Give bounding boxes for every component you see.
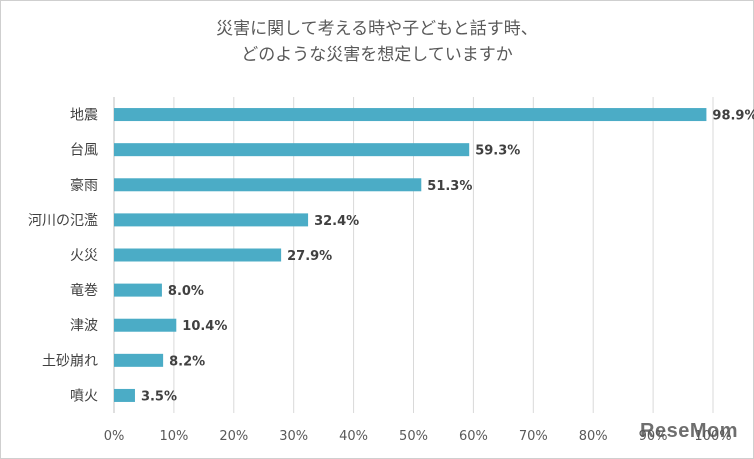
value-label: 10.4% — [182, 319, 227, 334]
value-labels: 98.9% 59.3% 51.3% 32.4% 27.9% 8.0% 10.4% 8.2% 3.… — [141, 109, 754, 405]
bar — [114, 143, 470, 157]
category-label: 台風 — [70, 143, 98, 159]
value-label: 8.0% — [168, 284, 204, 299]
x-tick-label: 50% — [399, 429, 428, 444]
x-tick-label: 90% — [639, 429, 668, 444]
x-tick-label: 80% — [579, 429, 608, 444]
bar — [114, 248, 282, 262]
value-label: 27.9% — [287, 249, 332, 264]
category-label: 噴火 — [70, 388, 98, 404]
x-tick-label: 0% — [104, 429, 125, 444]
bars — [114, 108, 707, 402]
x-tick-label: 60% — [459, 429, 488, 444]
value-label: 51.3% — [427, 179, 472, 194]
value-label: 3.5% — [141, 389, 177, 404]
x-tick-label: 100% — [694, 429, 731, 444]
chart-title: 災害に関して考える時や子どもと話す時、 どのような災害を想定していますか — [0, 16, 754, 68]
category-label: 津波 — [70, 318, 98, 334]
bar — [114, 108, 707, 122]
category-label: 火災 — [70, 248, 98, 264]
category-label: 河川の氾濫 — [28, 213, 98, 229]
value-label: 59.3% — [475, 144, 520, 159]
chart-title-line-1: 災害に関して考える時や子どもと話す時、 — [216, 19, 538, 39]
bar — [114, 388, 135, 402]
bar — [114, 283, 162, 297]
bar — [114, 213, 309, 227]
bar — [114, 353, 164, 367]
chart-title-line-2: どのような災害を想定していますか — [241, 45, 513, 65]
x-tick-label: 70% — [519, 429, 548, 444]
x-tick-labels: 0% 10% 20% 30% 40% 50% 60% 70% 80% 90% 100% — [104, 429, 732, 444]
x-tick-label: 10% — [159, 429, 188, 444]
x-tick-label: 30% — [279, 429, 308, 444]
watermark-logo: ReseMom — [640, 420, 738, 442]
value-label: 8.2% — [169, 354, 205, 369]
x-tick-label: 40% — [339, 429, 368, 444]
bar — [114, 178, 422, 192]
category-label: 竜巻 — [70, 282, 98, 299]
category-label: 土砂崩れ — [42, 353, 98, 369]
category-label: 地震 — [70, 108, 98, 124]
value-label: 32.4% — [314, 214, 359, 229]
category-label: 豪雨 — [70, 178, 98, 194]
bar — [114, 318, 177, 332]
value-label: 98.9% — [712, 109, 754, 124]
x-tick-label: 20% — [219, 429, 248, 444]
